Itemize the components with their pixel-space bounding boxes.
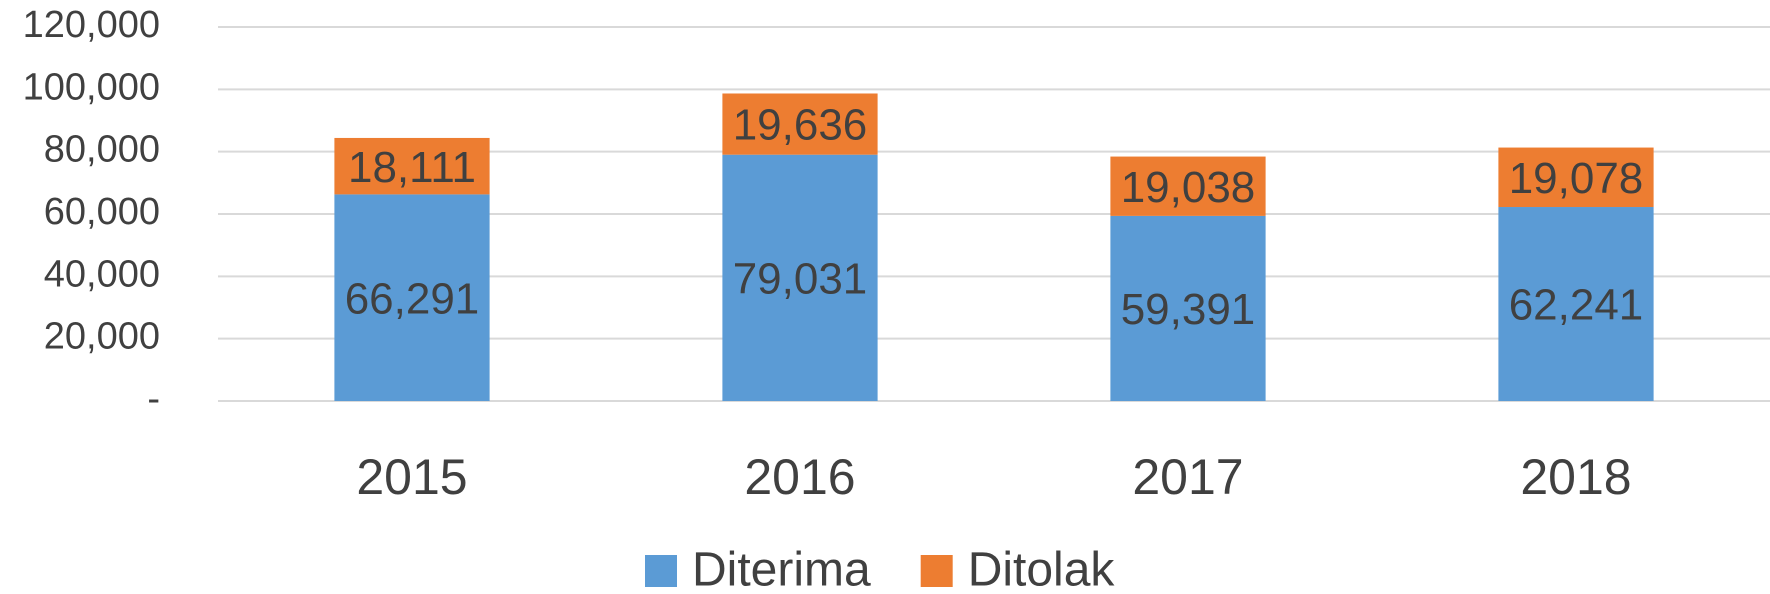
data-label: 59,391 — [1121, 285, 1256, 334]
bar-segment — [334, 137, 490, 195]
y-tick-label: 60,000 — [44, 191, 160, 233]
y-tick-label: 20,000 — [44, 316, 160, 358]
x-tick-label: 2016 — [744, 449, 855, 505]
data-label: 19,078 — [1509, 154, 1644, 203]
x-tick-label: 2017 — [1132, 449, 1243, 505]
bar-segment — [334, 194, 490, 401]
bar-segment — [1110, 156, 1266, 216]
y-tick-label: - — [147, 378, 160, 420]
data-label: 19,038 — [1121, 163, 1256, 212]
y-tick-label: 120,000 — [23, 4, 160, 46]
data-label: 79,031 — [733, 254, 868, 303]
data-label: 62,241 — [1509, 281, 1644, 330]
y-tick-label: 40,000 — [44, 253, 160, 295]
data-label: 66,291 — [345, 274, 480, 323]
y-tick-label: 100,000 — [23, 66, 160, 108]
y-tick-label: 80,000 — [44, 129, 160, 171]
bar-segment — [1110, 215, 1266, 401]
legend-swatch — [920, 555, 953, 587]
bar-segment — [1498, 207, 1654, 401]
bar-segment — [1498, 147, 1654, 208]
x-tick-label: 2015 — [356, 449, 467, 505]
data-label: 19,636 — [733, 101, 868, 150]
x-tick-label: 2018 — [1520, 449, 1631, 505]
data-label: 18,111 — [348, 143, 476, 192]
legend-label: Ditolak — [968, 544, 1116, 594]
legend-label: Diterima — [692, 544, 871, 594]
legend-swatch — [645, 555, 677, 587]
bar-segment — [722, 93, 878, 155]
bar-segment — [722, 154, 878, 401]
